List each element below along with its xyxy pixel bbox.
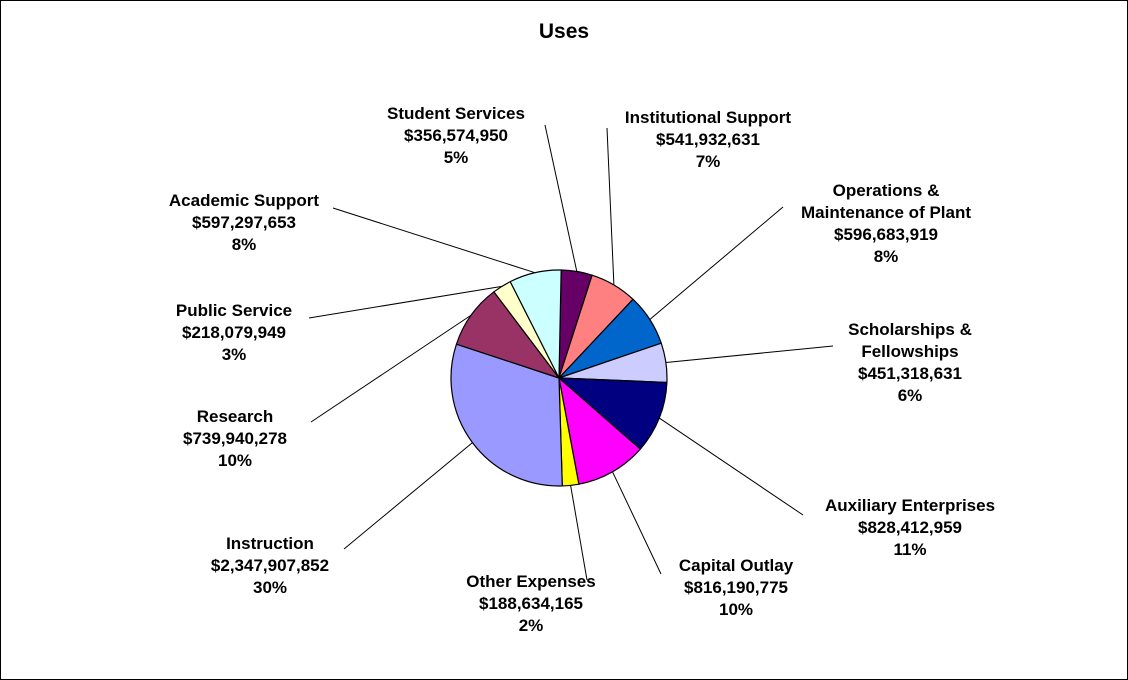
data-label-research: Research $739,940,278 10% <box>183 407 287 470</box>
leader-line-academic-support <box>332 207 536 274</box>
data-label-auxiliary-enterprises: Auxiliary Enterprises $828,412,959 11% <box>825 496 995 559</box>
leader-line-instruction <box>343 442 473 550</box>
pie-slice-capital-outlay <box>558 377 641 485</box>
data-label-academic-support: Academic Support $597,297,653 8% <box>169 191 320 254</box>
data-label-institutional-support: Institutional Support $541,932,631 7% <box>625 108 792 171</box>
leader-line-student-services <box>544 124 578 272</box>
data-label-instruction: Instruction $2,347,907,852 30% <box>211 534 329 597</box>
data-label-student-services: Student Services $356,574,950 5% <box>387 104 525 167</box>
leader-lines <box>308 124 834 581</box>
pie-slice-academic-support <box>509 269 562 379</box>
leader-line-scholarships-and-fellowships <box>665 345 834 364</box>
pie-slices <box>450 269 668 487</box>
data-label-scholarships-and-fellowships: Scholarships & Fellowships $451,318,631 6% <box>848 320 972 405</box>
data-label-capital-outlay: Capital Outlay $816,190,775 10% <box>679 556 794 619</box>
chart-title: Uses <box>538 20 590 43</box>
data-label-operations-and-maintenance-of-plant: Operations & Maintenance of Plant $596,683… <box>801 181 971 266</box>
leader-line-capital-outlay <box>612 471 662 575</box>
leader-line-other-expenses <box>570 485 588 581</box>
data-label-other-expenses: Other Expenses $188,634,165 2% <box>466 572 595 635</box>
pie-slice-auxiliary-enterprises <box>558 377 668 450</box>
leader-line-public-service <box>308 285 502 319</box>
slice-labels: Student Services $356,574,950 5% Institutio… <box>169 104 995 635</box>
leader-line-auxiliary-enterprises <box>659 417 804 516</box>
data-label-public-service: Public Service $218,079,949 3% <box>176 301 292 364</box>
leader-line-institutional-support <box>606 127 615 286</box>
leader-line-research <box>310 314 472 423</box>
pie-slice-instruction <box>450 343 563 487</box>
leader-line-operations-and-maintenance-of-plant <box>649 206 784 320</box>
